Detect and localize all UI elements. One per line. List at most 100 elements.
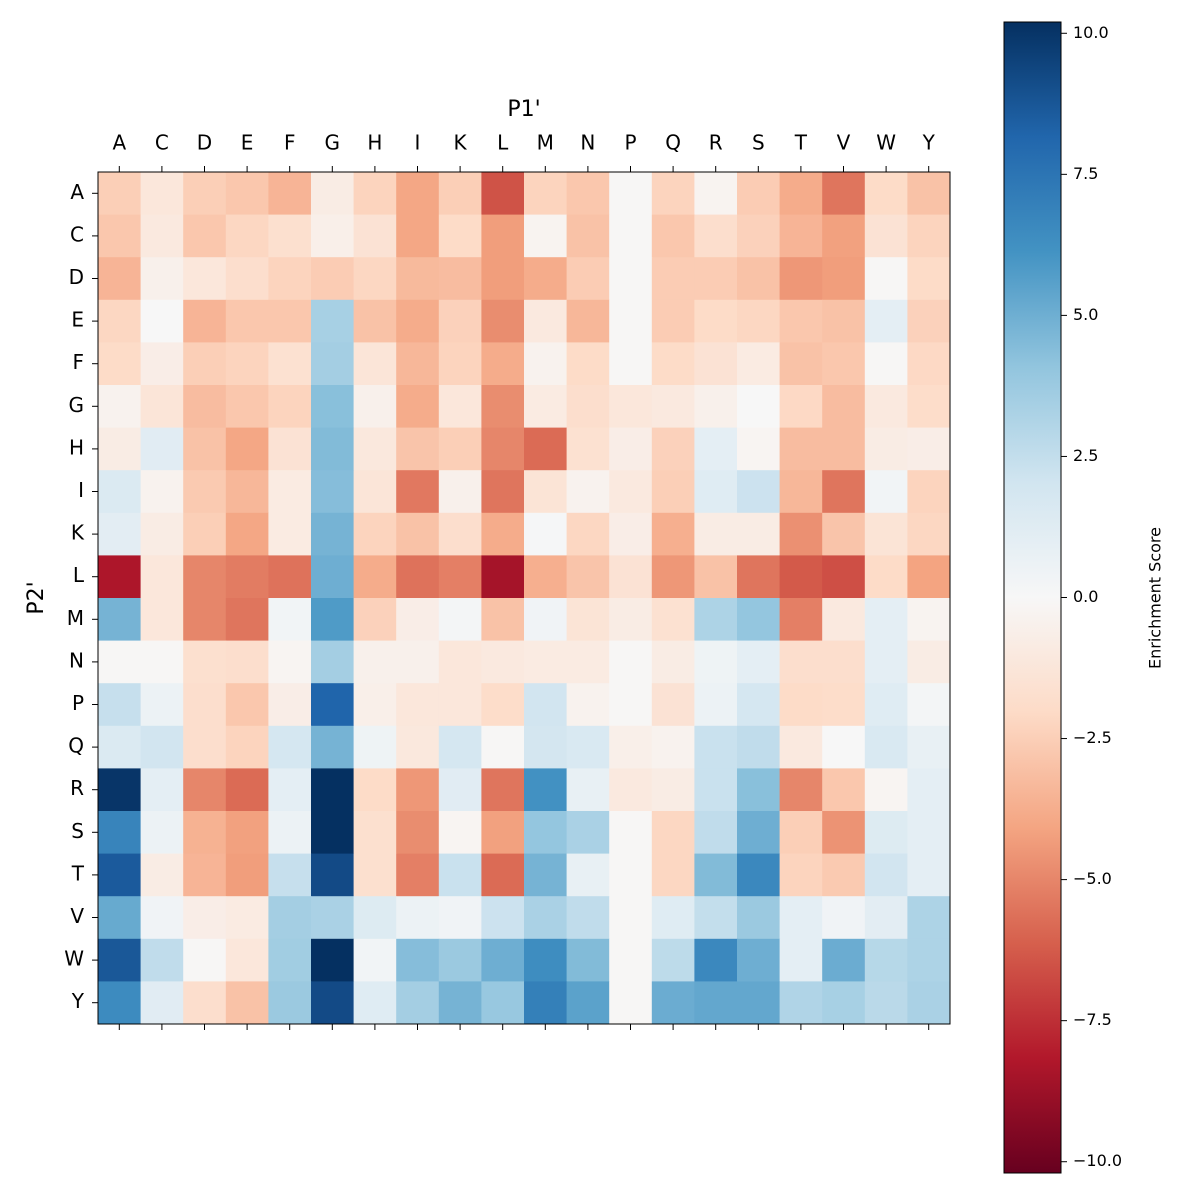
heatmap-cell bbox=[311, 981, 355, 1025]
heatmap-cell bbox=[907, 555, 951, 599]
heatmap-cell bbox=[98, 768, 142, 812]
heatmap-cell bbox=[396, 725, 440, 769]
heatmap-cell bbox=[524, 427, 568, 471]
colorbar-title: Enrichment Score bbox=[1146, 527, 1165, 669]
heatmap-cell bbox=[864, 427, 908, 471]
colorbar-tick-label: −5.0 bbox=[1073, 869, 1112, 888]
heatmap-cell bbox=[609, 725, 653, 769]
heatmap-cell bbox=[737, 385, 781, 429]
heatmap-cell bbox=[609, 981, 653, 1025]
heatmap-cell bbox=[140, 811, 184, 855]
heatmap-cell bbox=[311, 938, 355, 982]
heatmap-cell bbox=[694, 683, 738, 727]
heatmap-cell bbox=[566, 257, 610, 301]
y-tick-label: T bbox=[71, 861, 85, 885]
heatmap-cell bbox=[822, 598, 866, 642]
heatmap-cell bbox=[311, 598, 355, 642]
heatmap-cell bbox=[566, 299, 610, 343]
heatmap-cell bbox=[737, 683, 781, 727]
heatmap-cell bbox=[481, 640, 525, 684]
heatmap-cell bbox=[864, 853, 908, 897]
heatmap-cell bbox=[98, 427, 142, 471]
x-tick-label: C bbox=[155, 131, 169, 155]
heatmap-cell bbox=[779, 725, 823, 769]
colorbar-tick-label: −7.5 bbox=[1073, 1010, 1112, 1029]
x-axis-title: P1' bbox=[507, 97, 540, 122]
heatmap-cell bbox=[524, 938, 568, 982]
heatmap-cell bbox=[609, 683, 653, 727]
heatmap-cell bbox=[822, 640, 866, 684]
heatmap-cell bbox=[311, 683, 355, 727]
heatmap-cell bbox=[737, 938, 781, 982]
heatmap-cell bbox=[609, 555, 653, 599]
heatmap-cell bbox=[566, 896, 610, 940]
x-tick-label: R bbox=[709, 131, 723, 155]
heatmap-cell bbox=[694, 768, 738, 812]
heatmap-cell bbox=[566, 427, 610, 471]
heatmap-cell bbox=[311, 385, 355, 429]
heatmap-cell bbox=[225, 342, 269, 386]
heatmap-cell bbox=[438, 981, 482, 1025]
colorbar-tick-label: −10.0 bbox=[1073, 1151, 1122, 1170]
heatmap-cell bbox=[694, 257, 738, 301]
y-tick-label: S bbox=[71, 819, 84, 843]
heatmap-cell bbox=[183, 640, 227, 684]
heatmap-cell bbox=[864, 299, 908, 343]
heatmap-cell bbox=[737, 470, 781, 514]
heatmap-cell bbox=[779, 768, 823, 812]
heatmap-cell bbox=[566, 853, 610, 897]
heatmap-cell bbox=[907, 172, 951, 216]
heatmap-cell bbox=[396, 598, 440, 642]
heatmap-cell bbox=[268, 555, 312, 599]
x-tick-label: F bbox=[284, 131, 296, 155]
heatmap-cell bbox=[566, 768, 610, 812]
heatmap-cell bbox=[140, 853, 184, 897]
y-tick-label: N bbox=[69, 648, 84, 672]
heatmap-cell bbox=[864, 640, 908, 684]
heatmap-cell bbox=[438, 385, 482, 429]
heatmap-cell bbox=[566, 470, 610, 514]
heatmap-cell bbox=[651, 598, 695, 642]
heatmap-cell bbox=[311, 342, 355, 386]
heatmap-cell bbox=[438, 172, 482, 216]
heatmap-cell bbox=[183, 853, 227, 897]
heatmap-cell bbox=[311, 299, 355, 343]
heatmap-cell bbox=[183, 172, 227, 216]
colorbar bbox=[1003, 21, 1062, 1174]
plot-frame bbox=[97, 171, 951, 1025]
heatmap-cell bbox=[779, 683, 823, 727]
heatmap-cell bbox=[524, 214, 568, 258]
heatmap-cell bbox=[864, 342, 908, 386]
heatmap-cell bbox=[694, 470, 738, 514]
heatmap-cell bbox=[907, 768, 951, 812]
heatmap-cell bbox=[481, 598, 525, 642]
heatmap-cell bbox=[864, 385, 908, 429]
heatmap-cell bbox=[651, 385, 695, 429]
heatmap-cell bbox=[353, 555, 397, 599]
heatmap-cell bbox=[98, 214, 142, 258]
heatmap-cell bbox=[779, 598, 823, 642]
heatmap-cell bbox=[353, 257, 397, 301]
heatmap-cell bbox=[524, 725, 568, 769]
y-tick-label: C bbox=[70, 222, 84, 246]
heatmap-cell bbox=[438, 853, 482, 897]
heatmap-cell bbox=[566, 555, 610, 599]
heatmap-cell bbox=[524, 853, 568, 897]
heatmap-cell bbox=[268, 896, 312, 940]
heatmap-cell bbox=[779, 938, 823, 982]
heatmap-cell bbox=[396, 427, 440, 471]
heatmap-cell bbox=[438, 683, 482, 727]
heatmap-cell bbox=[524, 811, 568, 855]
heatmap-cell bbox=[524, 172, 568, 216]
heatmap-cell bbox=[353, 470, 397, 514]
heatmap-cell bbox=[737, 981, 781, 1025]
heatmap-cell bbox=[268, 981, 312, 1025]
heatmap-cell bbox=[694, 725, 738, 769]
heatmap-cell bbox=[481, 470, 525, 514]
heatmap-cell bbox=[779, 257, 823, 301]
heatmap-cell bbox=[907, 896, 951, 940]
heatmap-cell bbox=[694, 811, 738, 855]
y-tick-label: P bbox=[72, 691, 84, 715]
heatmap-cell bbox=[566, 640, 610, 684]
